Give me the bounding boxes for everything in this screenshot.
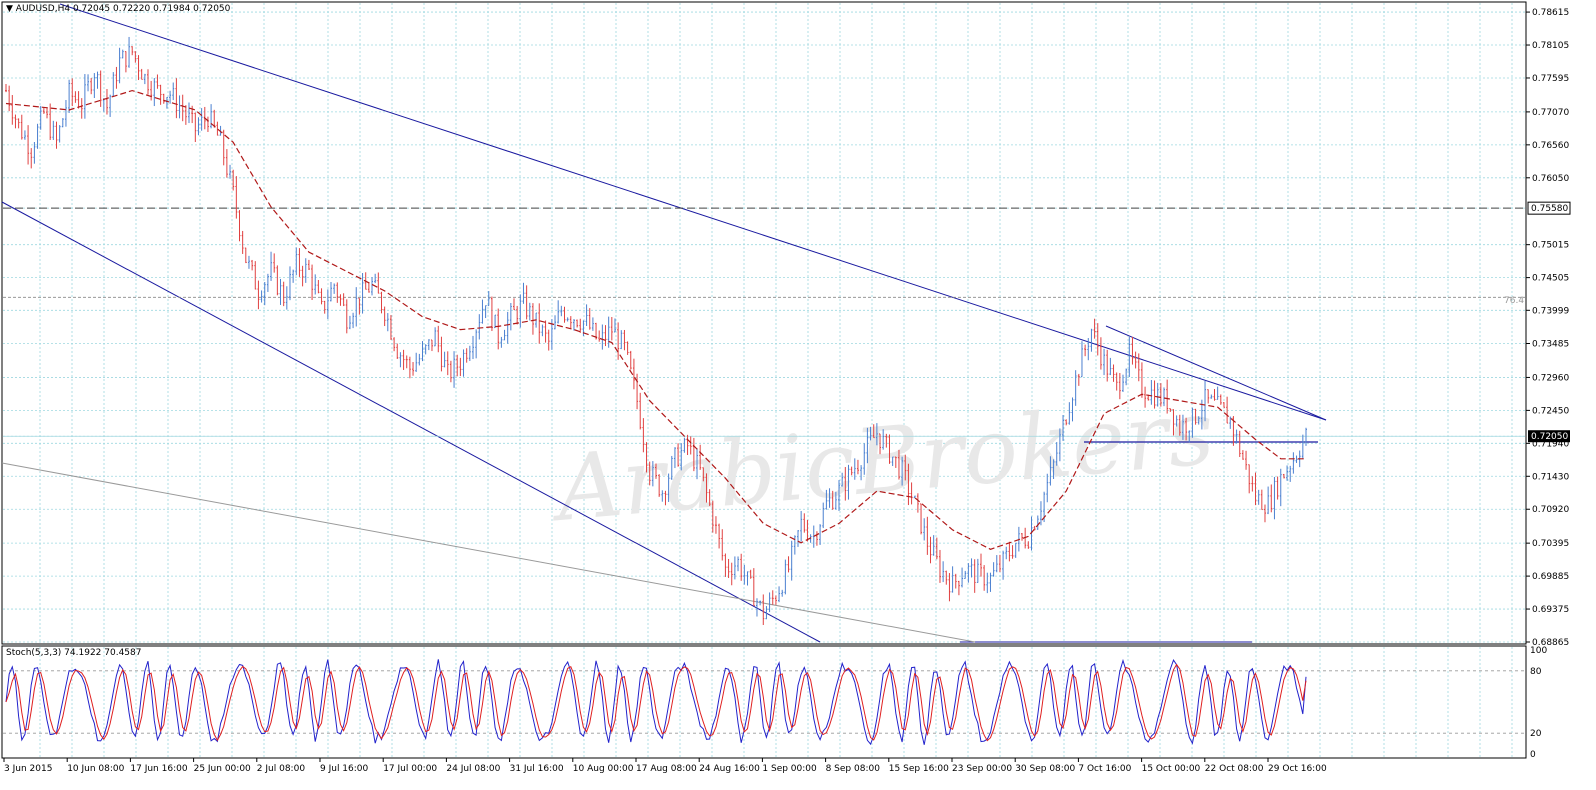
time-tick-label: 15 Oct 00:00 — [1142, 764, 1201, 774]
upper-channel-line — [59, 3, 1327, 421]
ohlc-values: 0.72045 0.72220 0.71984 0.72050 — [72, 4, 231, 14]
price-tick-label: 0.70395 — [1532, 539, 1569, 549]
price-axis: 0.78615 0.78105 0.77595 0.77070 0.76560 0.760… — [1526, 8, 1571, 760]
trend-channels — [1, 3, 1525, 643]
collapse-triangle-icon[interactable]: ▼ — [6, 4, 13, 14]
long-trend-line — [1, 462, 976, 643]
stoch-signal-line — [5, 663, 1307, 742]
fib-level-label: 76.4 — [1504, 296, 1525, 306]
hline-price-tag — [1527, 201, 1571, 215]
time-axis: 3 Jun 2015 10 Jun 08:00 17 Jun 16:00 25 Jun… — [3, 758, 1327, 774]
lower-channel-line — [1, 201, 821, 643]
time-tick-label: 25 Jun 00:00 — [194, 764, 251, 774]
time-tick-label: 9 Jul 16:00 — [320, 764, 369, 774]
grid-lines — [3, 3, 1525, 757]
time-tick-label: 17 Jun 16:00 — [130, 764, 187, 774]
time-tick-label: 3 Jun 2015 — [4, 764, 52, 774]
stoch-tick-label: 80 — [1530, 667, 1542, 677]
time-tick-label: 29 Oct 16:00 — [1268, 764, 1327, 774]
price-tick-label: 0.72450 — [1532, 406, 1569, 416]
price-tick-label: 0.77595 — [1532, 74, 1569, 84]
price-tick-label: 0.68865 — [1532, 638, 1569, 648]
time-tick-label: 7 Oct 16:00 — [1078, 764, 1131, 774]
price-tick-label: 0.72050 — [1531, 432, 1568, 442]
time-tick-label: 22 Oct 08:00 — [1205, 764, 1264, 774]
price-tick-label: 0.71430 — [1532, 472, 1569, 482]
price-candles — [5, 36, 1307, 625]
price-tick-label: 0.73485 — [1532, 340, 1569, 350]
price-tick-label: 0.72960 — [1532, 373, 1569, 383]
price-tick-label: 0.75015 — [1532, 241, 1569, 251]
symbol-title: AUDUSD,H4 — [15, 4, 71, 14]
time-tick-label: 15 Sep 16:00 — [889, 764, 949, 774]
time-tick-label: 17 Jul 00:00 — [383, 764, 437, 774]
time-tick-label: 8 Sep 08:00 — [826, 764, 881, 774]
chart-title-block: ▼ AUDUSD,H4 0.72045 0.72220 0.71984 0.72… — [6, 4, 230, 14]
time-tick-label: 31 Jul 16:00 — [510, 764, 564, 774]
price-tick-label: 0.76050 — [1532, 174, 1569, 184]
price-tick-label: 0.70920 — [1532, 505, 1569, 515]
time-tick-label: 10 Aug 00:00 — [573, 764, 634, 774]
price-tick-label: 0.76560 — [1532, 141, 1569, 151]
price-tick-label: 0.71940 — [1532, 439, 1569, 449]
time-tick-label: 17 Aug 08:00 — [636, 764, 697, 774]
stoch-tick-label: 0 — [1530, 750, 1536, 760]
stoch-tick-label: 100 — [1530, 646, 1547, 656]
main-plot-frame — [1, 1, 1527, 645]
moving-average-line — [5, 89, 1306, 550]
price-tick-label: 0.78105 — [1532, 41, 1569, 51]
time-tick-label: 23 Sep 00:00 — [952, 764, 1012, 774]
time-tick-label: 2 Jul 08:00 — [257, 764, 306, 774]
resistance-line — [1105, 325, 1327, 421]
price-tick-label: 0.77070 — [1532, 108, 1569, 118]
time-tick-label: 30 Sep 08:00 — [1015, 764, 1075, 774]
price-tick-label: 0.74505 — [1532, 274, 1569, 284]
time-tick-label: 24 Aug 16:00 — [699, 764, 760, 774]
price-tick-label: 0.78615 — [1532, 8, 1569, 18]
stoch-title: Stoch(5,3,3) 74.1922 70.4587 — [6, 648, 142, 658]
stoch-main-line — [5, 658, 1307, 746]
time-tick-label: 10 Jun 08:00 — [67, 764, 124, 774]
current-price-tag — [1528, 430, 1570, 443]
time-tick-label: 1 Sep 00:00 — [762, 764, 817, 774]
stoch-tick-label: 20 — [1530, 729, 1542, 739]
stochastic-lines — [3, 658, 1525, 746]
price-tick-label: 0.69375 — [1532, 605, 1569, 615]
price-tick-label: 0.69885 — [1532, 572, 1569, 582]
price-tick-label: 0.75580 — [1531, 204, 1568, 214]
time-tick-label: 24 Jul 08:00 — [446, 764, 500, 774]
price-tick-label: 0.73999 — [1532, 306, 1569, 316]
